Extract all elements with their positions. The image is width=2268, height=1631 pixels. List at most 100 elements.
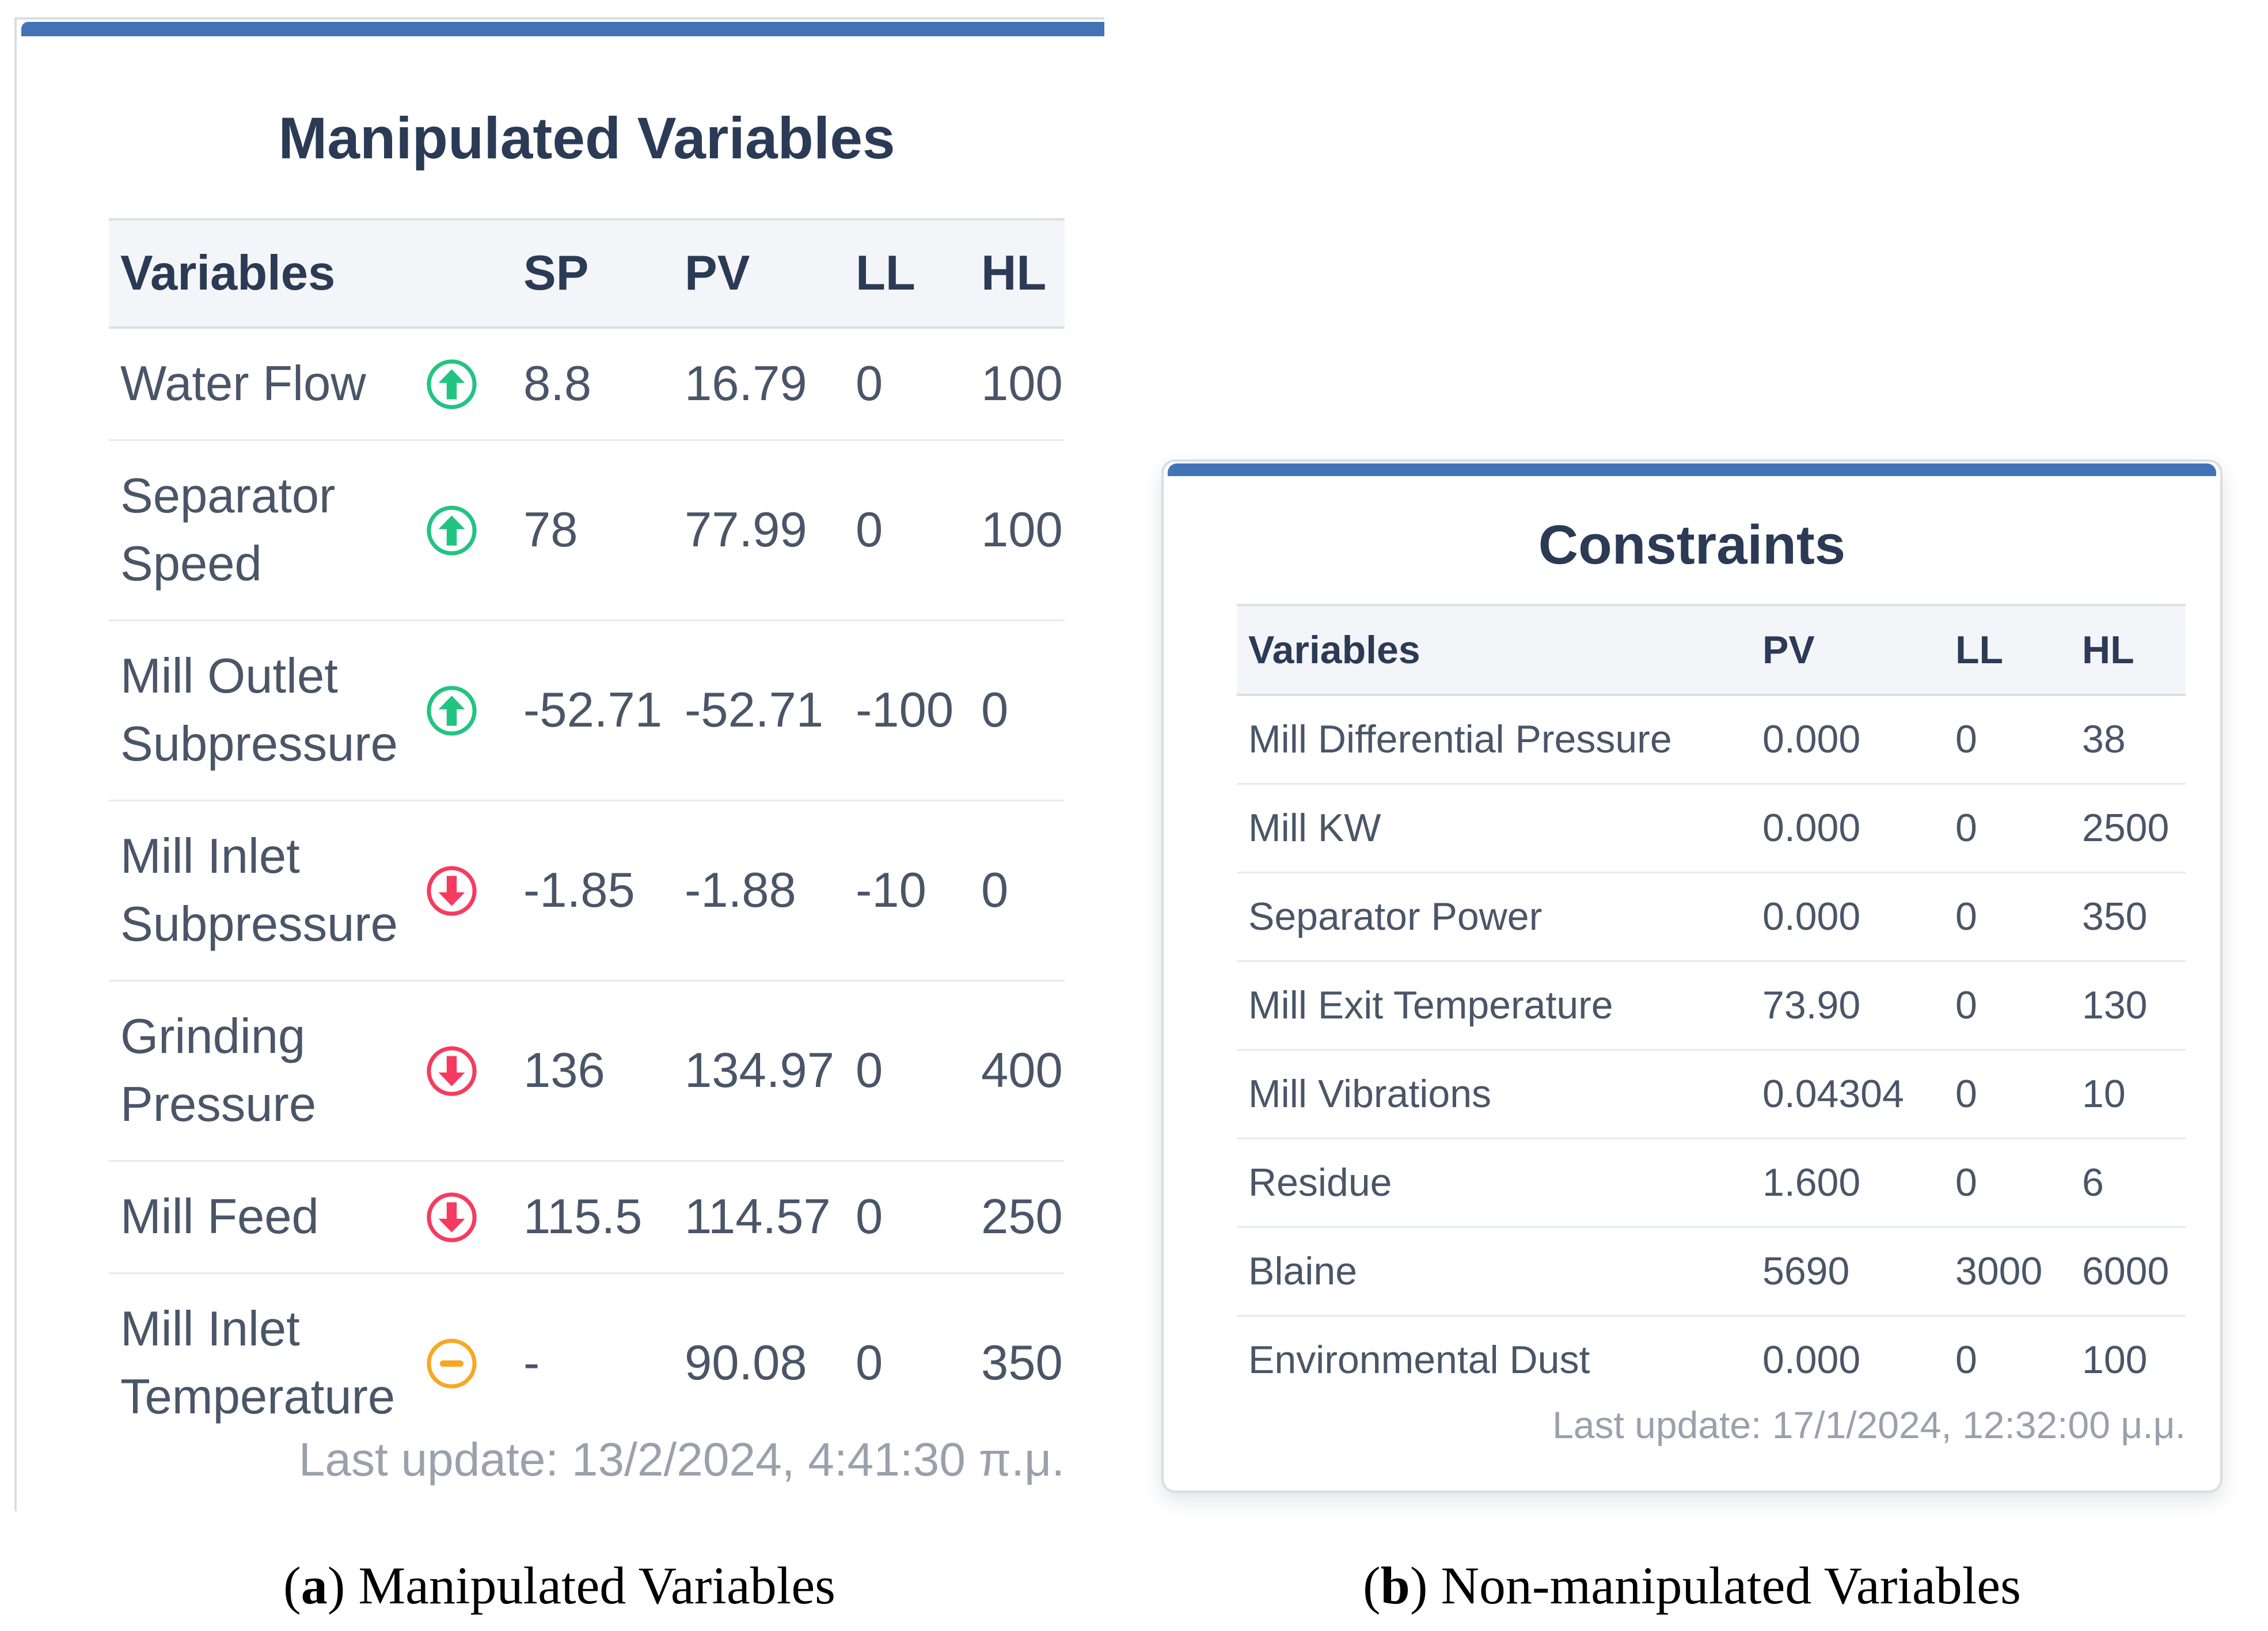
page-title: Constraints <box>1538 514 1846 576</box>
hl-value: 6000 <box>2082 1249 2170 1293</box>
table-row: Mill Vibrations 0.04304 0 10 <box>1237 1051 2186 1139</box>
variable-name: Mill KW <box>1248 806 1381 850</box>
pv-value: -52.71 <box>685 683 824 737</box>
table-body: Mill Differential Pressure 0.000 0 38 Mi… <box>1237 696 2186 1404</box>
col-pv: PV <box>685 246 750 301</box>
page-title: Manipulated Variables <box>278 105 895 171</box>
variable-name: Environmental Dust <box>1248 1338 1590 1382</box>
trend-down-icon <box>402 864 500 918</box>
hl-value: 2500 <box>2082 806 2170 850</box>
table-row: Water Flow 8.8 16.79 0 100 <box>109 329 1065 441</box>
col-sp: SP <box>523 246 589 301</box>
manipulated-variables-table: Variables SP PV LL HL Water Flow 8.8 16.… <box>109 218 1065 1453</box>
variable-name: Mill Feed <box>120 1189 319 1244</box>
panel-accent-bar <box>21 22 1104 36</box>
table-row: Mill Differential Pressure 0.000 0 38 <box>1237 696 2186 785</box>
hl-value: 6 <box>2082 1161 2104 1204</box>
variable-name: Mill Differential Pressure <box>1248 717 1672 761</box>
col-hl: HL <box>981 246 1047 301</box>
hl-value: 100 <box>981 503 1063 557</box>
table-row: Mill Inlet Temperature - 90.08 0 350 <box>109 1274 1065 1453</box>
col-ll: LL <box>856 246 915 301</box>
table-row: Grinding Pressure 136 134.97 0 400 <box>109 982 1065 1162</box>
ll-value: 0 <box>1955 1072 1977 1116</box>
variable-name: Mill Exit Temperature <box>1248 983 1613 1027</box>
caption-open: ( <box>1363 1556 1381 1615</box>
table-row: Blaine 5690 3000 6000 <box>1237 1228 2186 1317</box>
variable-name: Mill Inlet Subpressure <box>120 829 398 952</box>
table-row: Separator Power 0.000 0 350 <box>1237 873 2186 962</box>
table-row: Mill Exit Temperature 73.90 0 130 <box>1237 962 2186 1051</box>
last-update-text: Last update: 17/1/2024, 12:32:00 μ.μ. <box>1552 1404 2186 1446</box>
caption-text: ) Manipulated Variables <box>327 1556 835 1615</box>
hl-value: 350 <box>2082 895 2148 938</box>
table-header: Variables PV LL HL <box>1237 604 2186 696</box>
pv-value: 90.08 <box>685 1336 807 1390</box>
variable-name: Separator Power <box>1248 895 1543 938</box>
pv-value: 0.000 <box>1762 1338 1861 1382</box>
table-header: Variables SP PV LL HL <box>109 218 1065 329</box>
table-row: Mill Inlet Subpressure -1.85 -1.88 -10 0 <box>109 801 1065 982</box>
sp-value: 136 <box>523 1043 605 1098</box>
trend-up-icon <box>402 683 500 738</box>
pv-value: 77.99 <box>685 503 807 557</box>
pv-value: 0.000 <box>1762 895 1861 938</box>
caption-text: ) Non-manipulated Variables <box>1410 1556 2021 1615</box>
trend-down-icon <box>402 1190 500 1245</box>
hl-value: 0 <box>981 683 1009 737</box>
ll-value: -100 <box>856 683 954 737</box>
pv-value: 134.97 <box>685 1043 834 1098</box>
hl-value: 250 <box>981 1189 1063 1244</box>
sp-value: - <box>523 1336 540 1390</box>
pv-value: 114.57 <box>685 1189 831 1244</box>
col-variables: Variables <box>120 246 336 301</box>
table-row: Mill KW 0.000 0 2500 <box>1237 785 2186 873</box>
caption-marker: a <box>301 1556 328 1615</box>
caption-a: (a) Manipulated Variables <box>14 1553 1104 1618</box>
trend-up-icon <box>402 357 500 412</box>
ll-value: 0 <box>856 1043 883 1098</box>
pv-value: 73.90 <box>1762 983 1861 1027</box>
variable-name: Water Flow <box>120 356 366 411</box>
variable-name: Separator Speed <box>120 469 336 591</box>
sp-value: 8.8 <box>523 356 592 411</box>
sp-value: -52.71 <box>523 683 663 737</box>
trend-up-icon <box>402 503 500 558</box>
hl-value: 38 <box>2082 717 2126 761</box>
variable-name: Residue <box>1248 1161 1392 1204</box>
table-row: Mill Outlet Subpressure -52.71 -52.71 -1… <box>109 621 1065 801</box>
ll-value: 0 <box>1955 983 1977 1027</box>
caption-b: (b) Non-manipulated Variables <box>1161 1553 2223 1618</box>
pv-value: 0.04304 <box>1762 1072 1904 1116</box>
col-pv: PV <box>1762 628 1815 672</box>
ll-value: 0 <box>1955 717 1977 761</box>
col-variables: Variables <box>1248 628 1420 672</box>
variable-name: Mill Inlet Temperature <box>120 1302 396 1424</box>
col-hl: HL <box>2082 628 2134 672</box>
hl-value: 10 <box>2082 1072 2126 1116</box>
ll-value: 0 <box>1955 1161 1977 1204</box>
ll-value: 0 <box>1955 806 1977 850</box>
table-body: Water Flow 8.8 16.79 0 100 Separator Spe… <box>109 329 1065 1453</box>
last-update-text: Last update: 13/2/2024, 4:41:30 π.μ. <box>298 1434 1065 1486</box>
trend-neutral-icon <box>402 1336 500 1391</box>
ll-value: 3000 <box>1955 1249 2043 1293</box>
ll-value: -10 <box>856 863 926 918</box>
constraints-table: Variables PV LL HL Mill Differential Pre… <box>1237 604 2186 1404</box>
hl-value: 0 <box>981 863 1009 918</box>
pv-value: -1.88 <box>685 863 796 918</box>
pv-value: 16.79 <box>685 356 807 411</box>
variable-name: Grinding Pressure <box>120 1009 317 1132</box>
manipulated-variables-panel: Manipulated Variables Variables SP PV LL… <box>14 17 1104 1511</box>
table-row: Mill Feed 115.5 114.57 0 250 <box>109 1162 1065 1274</box>
hl-value: 130 <box>2082 983 2148 1027</box>
pv-value: 5690 <box>1762 1249 1850 1293</box>
hl-value: 400 <box>981 1043 1063 1098</box>
variable-name: Mill Vibrations <box>1248 1072 1492 1116</box>
pv-value: 1.600 <box>1762 1161 1861 1204</box>
pv-value: 0.000 <box>1762 806 1861 850</box>
hl-value: 350 <box>981 1336 1063 1390</box>
table-row: Separator Speed 78 77.99 0 100 <box>109 441 1065 621</box>
pv-value: 0.000 <box>1762 717 1861 761</box>
panel-accent-bar <box>1168 463 2216 476</box>
